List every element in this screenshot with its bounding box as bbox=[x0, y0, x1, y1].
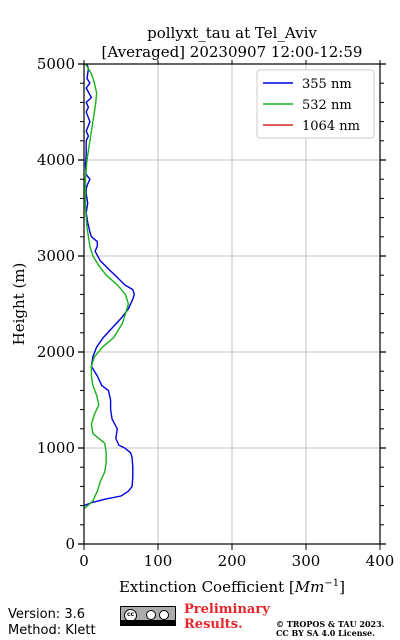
extinction-chart: pollyxt_tau at Tel_Aviv [Averaged] 20230… bbox=[10, 24, 395, 596]
y-tick-label: 3000 bbox=[37, 247, 75, 265]
copyright-note: © TROPOS & TAU 2023. CC BY SA 4.0 Licens… bbox=[276, 620, 384, 638]
preliminary-note: Preliminary Results. bbox=[184, 602, 270, 632]
axis-ticks bbox=[78, 60, 386, 550]
copyright-line-1: © TROPOS & TAU 2023. bbox=[276, 619, 385, 629]
x-tick-label: 400 bbox=[366, 552, 395, 570]
cc-by-sa-icon: cc bbox=[120, 606, 176, 626]
series-line-532-nm bbox=[83, 63, 130, 510]
y-tick-label: 0 bbox=[65, 535, 75, 553]
x-tick-label: 300 bbox=[292, 552, 321, 570]
series-lines bbox=[83, 63, 136, 510]
y-tick-label: 4000 bbox=[37, 151, 75, 169]
preliminary-line-2: Results. bbox=[184, 617, 243, 632]
series-line-355-nm bbox=[83, 63, 136, 507]
y-tick-label: 1000 bbox=[37, 439, 75, 457]
x-tick-label: 200 bbox=[218, 552, 247, 570]
copyright-line-2: CC BY SA 4.0 License. bbox=[276, 628, 375, 638]
legend-label: 1064 nm bbox=[302, 119, 360, 134]
method-text: Method: Klett bbox=[8, 623, 96, 638]
chart-subtitle: [Averaged] 20230907 12:00-12:59 bbox=[102, 43, 363, 61]
y-tick-label: 5000 bbox=[37, 55, 75, 73]
version-text: Version: 3.6 bbox=[8, 607, 85, 622]
preliminary-line-1: Preliminary bbox=[184, 602, 270, 617]
legend-label: 532 nm bbox=[302, 98, 352, 113]
legend-label: 355 nm bbox=[302, 77, 352, 92]
x-tick-label: 0 bbox=[79, 552, 89, 570]
y-tick-label: 2000 bbox=[37, 343, 75, 361]
legend: 355 nm 532 nm 1064 nm bbox=[256, 69, 375, 139]
x-tick-label: 100 bbox=[144, 552, 173, 570]
y-axis-label: Height (m) bbox=[10, 263, 28, 346]
x-axis-label: Extinction Coefficient [Mm−1] bbox=[119, 578, 345, 596]
legend-box bbox=[256, 69, 375, 139]
chart-title: pollyxt_tau at Tel_Aviv bbox=[147, 24, 317, 42]
